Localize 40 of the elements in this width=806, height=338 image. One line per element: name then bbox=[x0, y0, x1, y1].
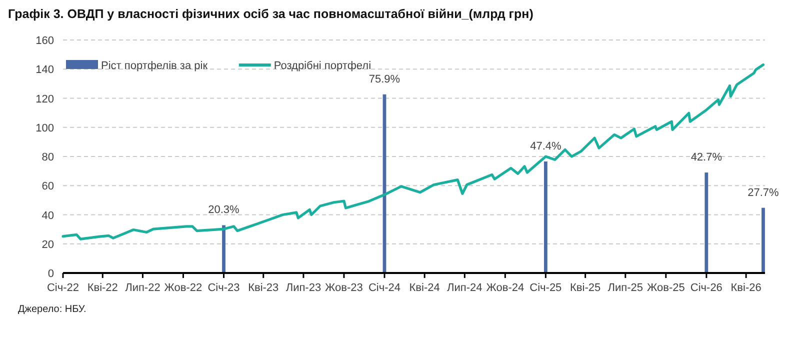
x-tick-label: Жов-22 bbox=[164, 282, 202, 294]
x-tick-label: Січ-24 bbox=[368, 282, 401, 294]
y-tick-label: 0 bbox=[48, 268, 54, 280]
x-tick-label: Лип-22 bbox=[125, 282, 160, 294]
data-label: 20.3% bbox=[208, 204, 240, 216]
x-tick-label: Січ-22 bbox=[46, 282, 80, 294]
x-tick-label: Лип-25 bbox=[608, 282, 643, 294]
bar bbox=[762, 208, 765, 273]
x-tick-label: Січ-25 bbox=[530, 282, 562, 294]
data-label: 27.7% bbox=[748, 186, 780, 199]
y-tick-label: 140 bbox=[36, 64, 54, 76]
bar bbox=[544, 161, 548, 273]
x-tick-label: Лип-24 bbox=[447, 282, 482, 294]
legend-label: Ріст портфелів за рік bbox=[101, 60, 208, 72]
y-tick-label: 20 bbox=[42, 238, 54, 251]
data-label: 75.9% bbox=[368, 73, 400, 86]
y-tick-label: 60 bbox=[42, 180, 54, 193]
x-tick-label: Січ-23 bbox=[208, 282, 240, 294]
chart-title: Графік 3. ОВДП у власності фізичних осіб за час повномасштабної війни_(млрд грн) bbox=[8, 7, 534, 21]
bar bbox=[222, 225, 226, 273]
bar bbox=[704, 172, 708, 273]
x-tick-label: Лип-23 bbox=[286, 282, 322, 294]
y-tick-label: 80 bbox=[42, 152, 54, 164]
data-label: 47.4% bbox=[530, 140, 562, 152]
legend-label: Роздрібні портфелі bbox=[274, 60, 372, 72]
y-tick-label: 100 bbox=[36, 122, 54, 134]
x-tick-label: Кві-22 bbox=[87, 282, 118, 294]
y-tick-label: 120 bbox=[36, 93, 54, 106]
x-tick-label: Кві-24 bbox=[409, 282, 440, 294]
x-tick-label: Кві-25 bbox=[570, 282, 601, 294]
data-label: 42.7% bbox=[690, 152, 722, 164]
x-tick-label: Кві-26 bbox=[730, 282, 762, 294]
x-tick-label: Кві-23 bbox=[248, 282, 279, 294]
x-tick-label: Жов-23 bbox=[325, 282, 363, 294]
text: Джерело: НБУ. bbox=[18, 304, 86, 315]
x-tick-label: Жов-25 bbox=[646, 282, 685, 294]
x-tick-label: Січ-26 bbox=[690, 282, 722, 294]
y-tick-label: 160 bbox=[36, 35, 54, 47]
y-tick-label: 40 bbox=[42, 210, 54, 222]
x-tick-label: Жов-24 bbox=[486, 282, 524, 294]
